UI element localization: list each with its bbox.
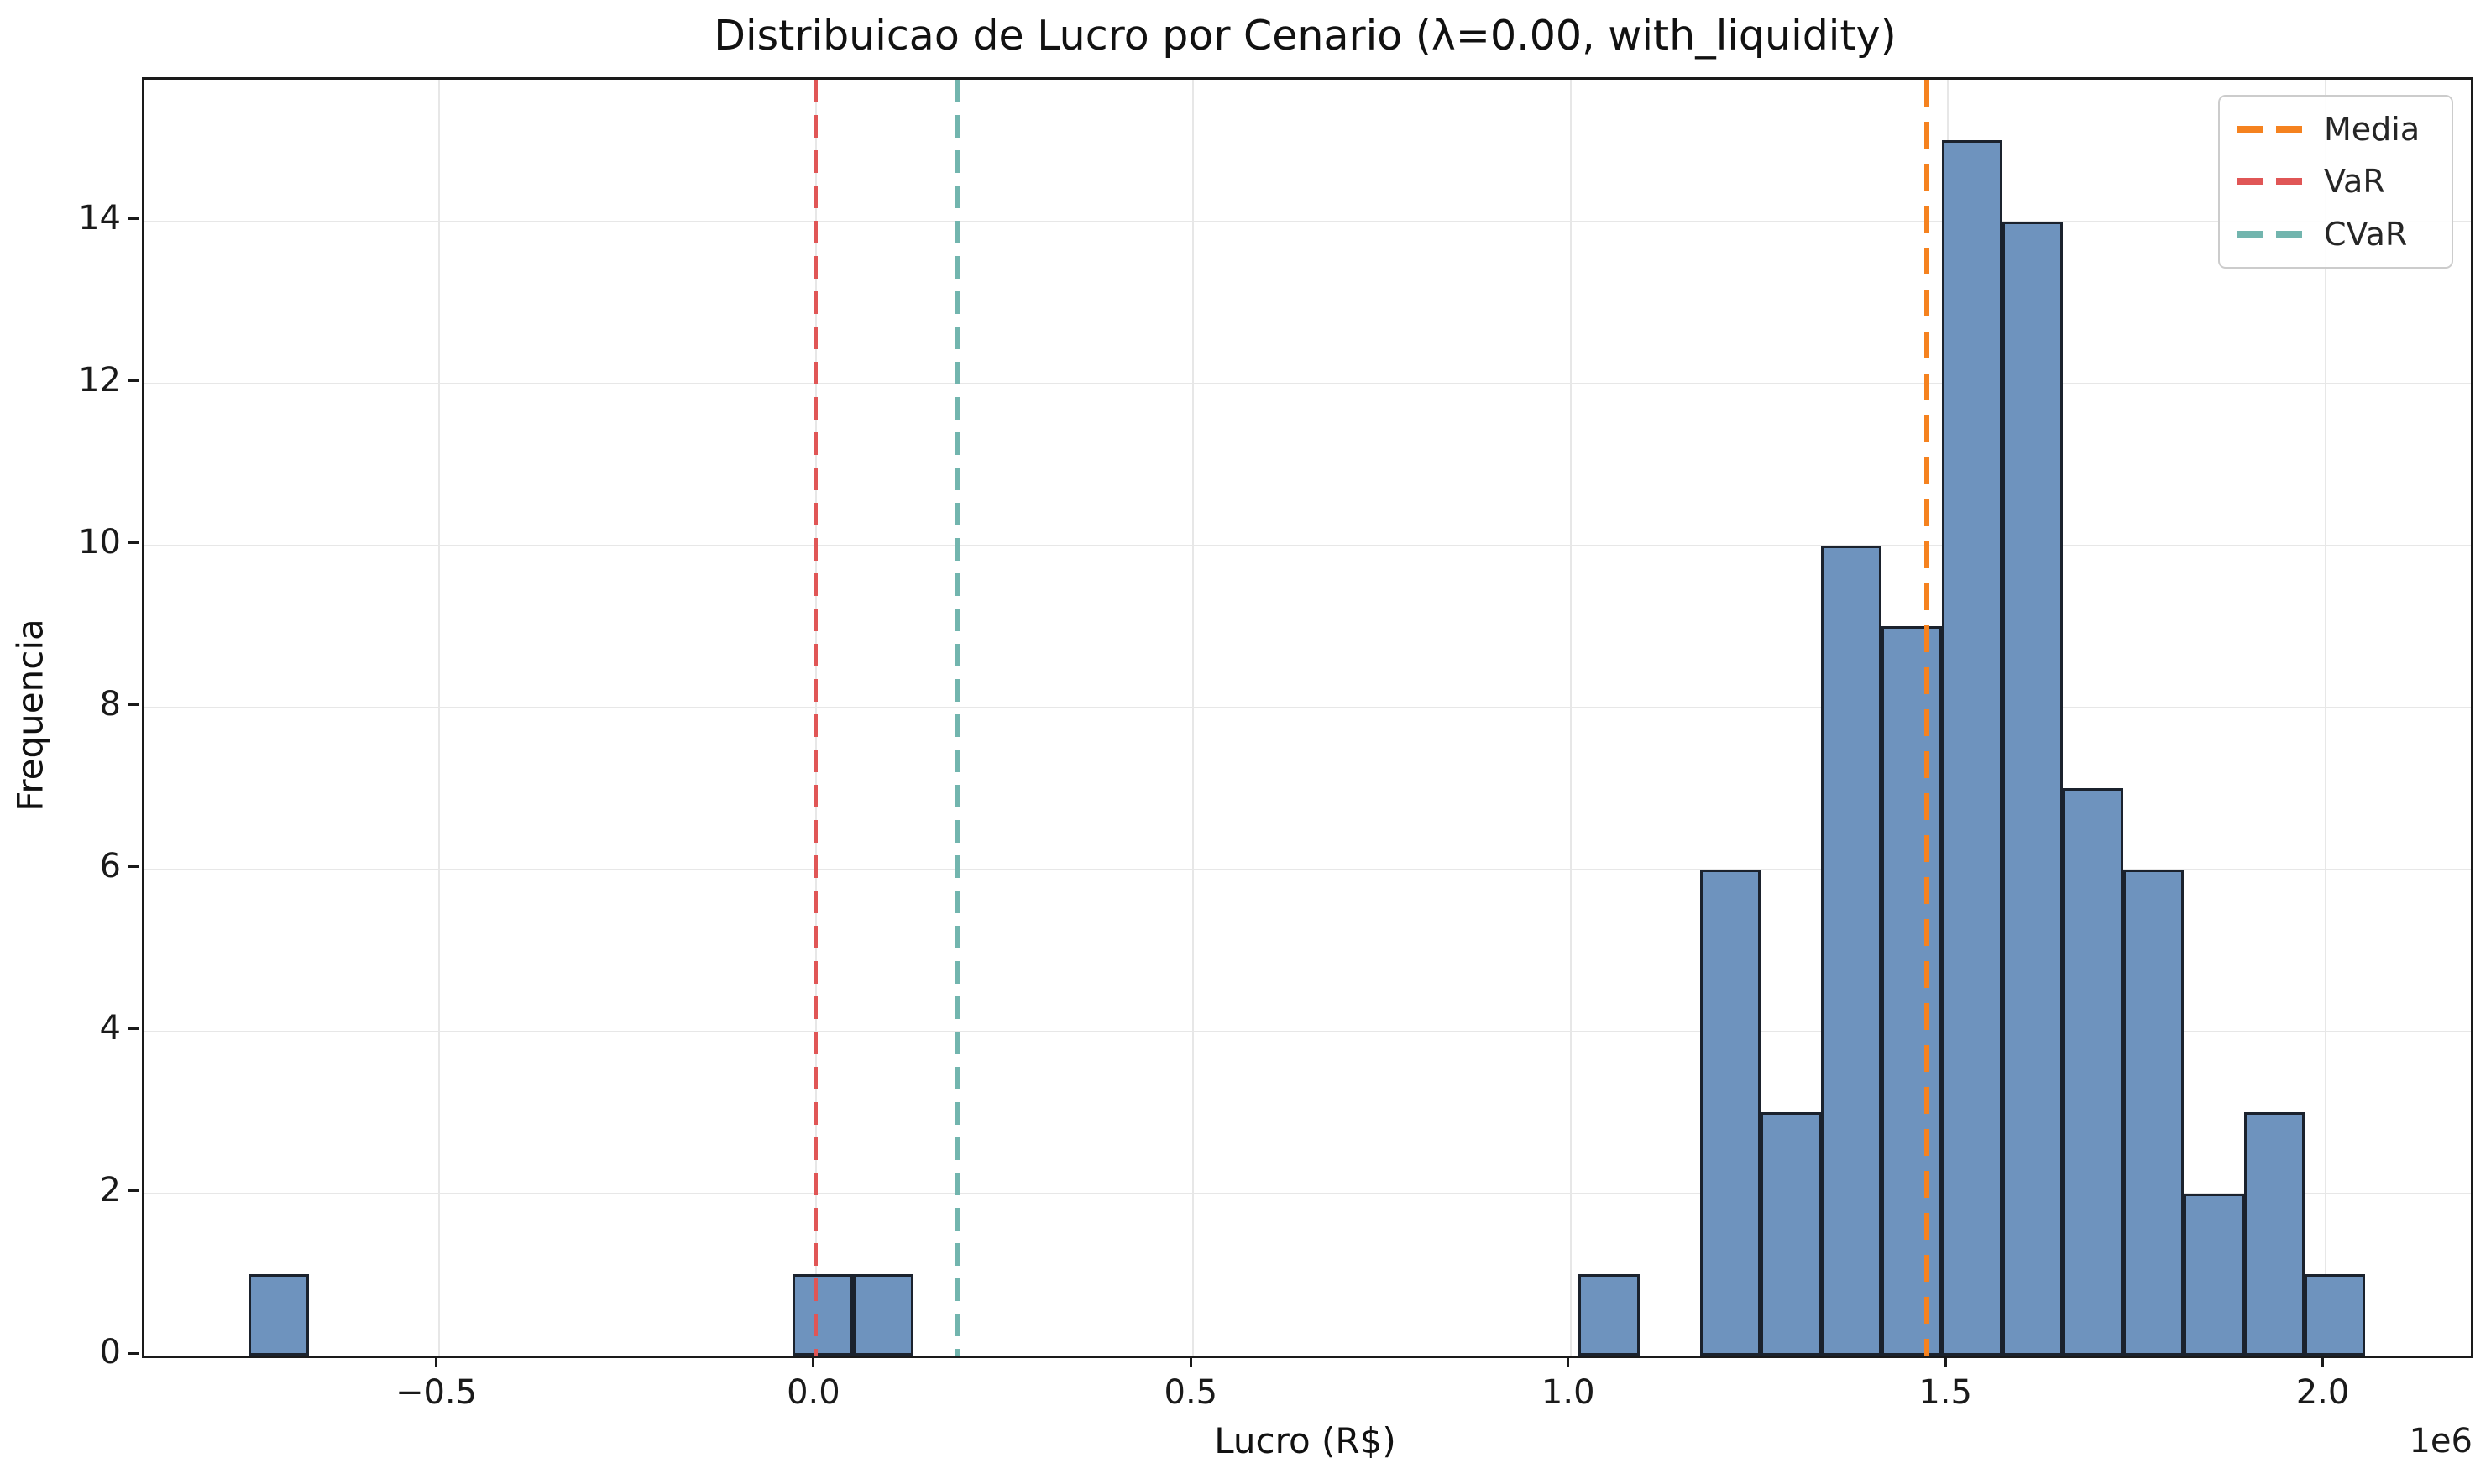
x-tick-mark [1189, 1356, 1192, 1367]
x-tick-mark [812, 1356, 815, 1367]
var-legend-dash-icon [2237, 178, 2302, 186]
media-legend-dash-icon [2237, 126, 2302, 133]
histogram-bar [1941, 140, 2002, 1356]
legend-label: Media [2324, 111, 2420, 149]
x-tick-label: 0.5 [1164, 1373, 1218, 1412]
x-tick-mark [2321, 1356, 2325, 1367]
legend-row: VaR [2237, 163, 2452, 200]
y-tick-mark [128, 1027, 139, 1031]
x-tick-label: 1.5 [1918, 1373, 1972, 1412]
media-line [1923, 80, 1929, 1356]
x-gridline [2324, 80, 2326, 1356]
y-gridline [144, 544, 2471, 546]
y-gridline [144, 868, 2471, 870]
histogram-bar [2304, 1274, 2365, 1356]
x-gridline [1569, 80, 1572, 1356]
histogram-bar [2243, 1112, 2305, 1356]
histogram-bar [249, 1274, 310, 1356]
legend-row: CVaR [2237, 216, 2452, 253]
x-tick-label: −0.5 [395, 1373, 478, 1412]
chart-title: Distribuicao de Lucro por Cenario (λ=0.0… [714, 12, 1897, 60]
legend-label: VaR [2324, 163, 2385, 201]
cvar-line [955, 80, 960, 1356]
legend-row: Media [2237, 111, 2452, 148]
y-tick-mark [128, 1351, 139, 1355]
histogram-bar [793, 1274, 854, 1356]
y-tick-label: 6 [99, 846, 121, 886]
x-tick-mark [435, 1356, 438, 1367]
x-gridline [1192, 80, 1195, 1356]
y-tick-mark [128, 865, 139, 869]
histogram-bar [853, 1274, 914, 1356]
y-tick-mark [128, 541, 139, 545]
x-tick-label: 1.0 [1541, 1373, 1595, 1412]
y-tick-mark [128, 379, 139, 383]
y-gridline [144, 1192, 2471, 1194]
y-tick-label: 12 [78, 360, 121, 400]
histogram-bar [1699, 869, 1761, 1356]
y-tick-label: 8 [99, 684, 121, 724]
y-tick-mark [128, 703, 139, 707]
y-tick-label: 2 [99, 1170, 121, 1210]
x-tick-label: 2.0 [2295, 1373, 2350, 1412]
histogram-bar [2183, 1193, 2244, 1356]
histogram-bar [2002, 221, 2063, 1356]
x-tick-label: 0.0 [787, 1373, 840, 1412]
histogram-bar [1881, 626, 1942, 1356]
legend-label: CVaR [2324, 215, 2408, 253]
y-tick-mark [128, 1189, 139, 1193]
legend: Media VaR CVaR [2218, 95, 2453, 269]
histogram-bar [1760, 1112, 1821, 1356]
histogram-bar [1578, 1274, 1640, 1356]
histogram-bar [2122, 869, 2184, 1356]
cvar-legend-dash-icon [2237, 230, 2302, 238]
y-tick-label: 10 [78, 522, 121, 562]
histogram-bar [2062, 788, 2123, 1356]
x-gridline [437, 80, 440, 1356]
y-tick-label: 14 [78, 198, 121, 238]
var-line [814, 80, 819, 1356]
x-axis-label: Lucro (R$) [1214, 1420, 1396, 1461]
y-tick-label: 4 [99, 1008, 121, 1048]
y-tick-label: 0 [99, 1333, 121, 1372]
y-gridline [144, 1030, 2471, 1032]
x-tick-mark [1567, 1356, 1570, 1367]
y-tick-mark [128, 217, 139, 221]
x-tick-mark [1944, 1356, 1947, 1367]
x-axis-offset-label: 1e6 [2409, 1422, 2473, 1460]
y-gridline [144, 706, 2471, 708]
histogram-bar [1820, 545, 1881, 1356]
y-gridline [144, 220, 2471, 222]
plot-area [142, 77, 2473, 1358]
y-gridline [144, 382, 2471, 384]
